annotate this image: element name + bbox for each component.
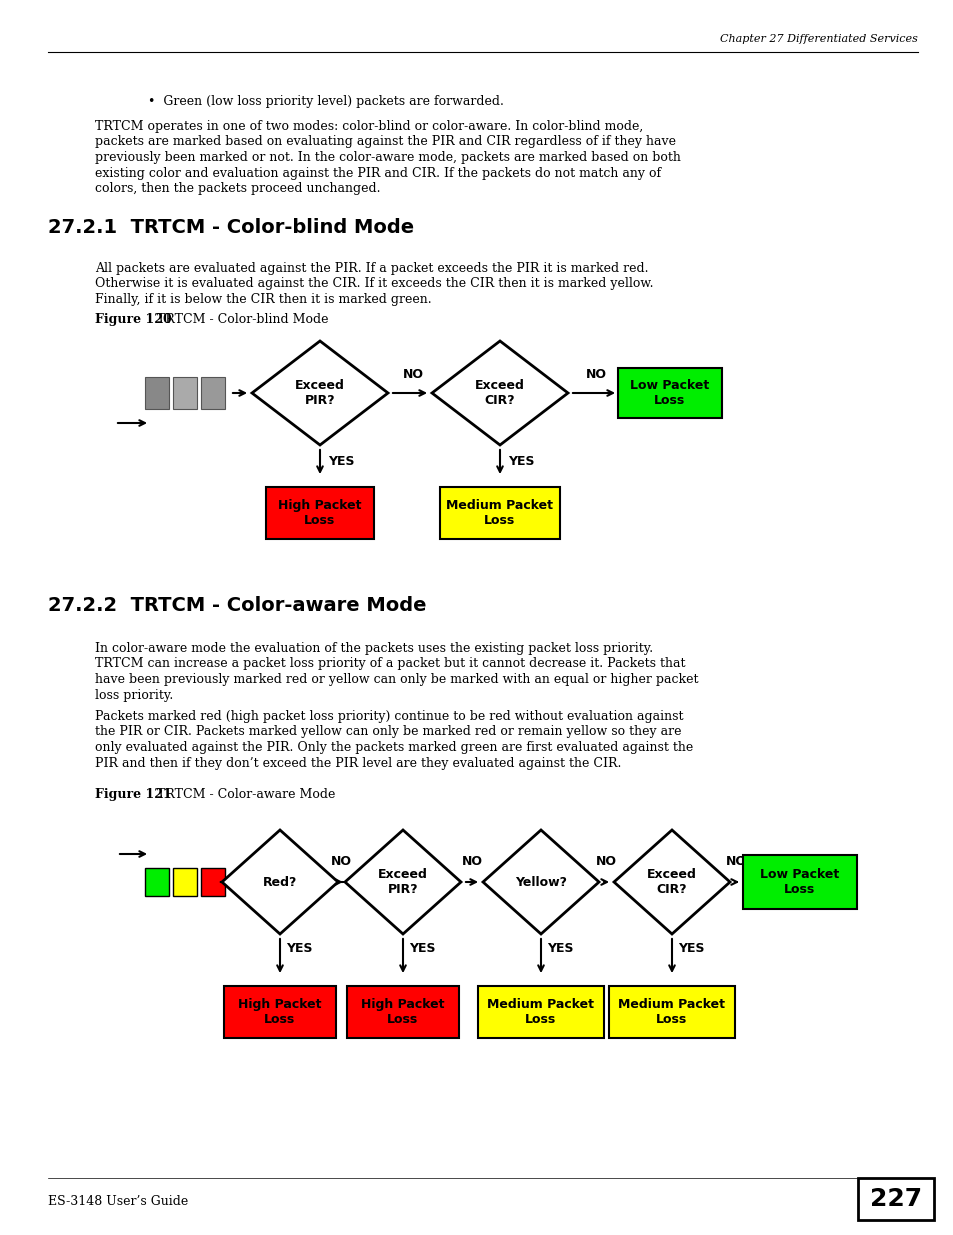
Text: Exceed
PIR?: Exceed PIR? — [294, 379, 345, 408]
FancyBboxPatch shape — [439, 487, 559, 538]
Text: Medium Packet
Loss: Medium Packet Loss — [618, 998, 724, 1026]
Text: Low Packet
Loss: Low Packet Loss — [760, 868, 839, 897]
Text: YES: YES — [409, 942, 435, 955]
Text: All packets are evaluated against the PIR. If a packet exceeds the PIR it is mar: All packets are evaluated against the PI… — [95, 262, 648, 275]
Text: Yellow?: Yellow? — [515, 876, 566, 888]
Text: Figure 121: Figure 121 — [95, 788, 172, 802]
FancyBboxPatch shape — [618, 368, 721, 417]
Text: NO: NO — [331, 855, 352, 868]
Polygon shape — [482, 830, 598, 934]
Text: YES: YES — [546, 942, 573, 955]
FancyBboxPatch shape — [201, 868, 225, 897]
Polygon shape — [222, 830, 337, 934]
Text: Exceed
CIR?: Exceed CIR? — [475, 379, 524, 408]
FancyBboxPatch shape — [347, 986, 458, 1037]
FancyBboxPatch shape — [742, 855, 856, 909]
FancyBboxPatch shape — [477, 986, 603, 1037]
Text: Figure 120: Figure 120 — [95, 312, 172, 326]
Text: High Packet
Loss: High Packet Loss — [361, 998, 444, 1026]
Text: NO: NO — [585, 368, 606, 382]
Text: Low Packet
Loss: Low Packet Loss — [630, 379, 709, 408]
Text: YES: YES — [678, 942, 703, 955]
Text: Exceed
PIR?: Exceed PIR? — [377, 868, 428, 897]
Text: 227: 227 — [869, 1187, 922, 1212]
Text: NO: NO — [402, 368, 423, 382]
FancyBboxPatch shape — [172, 377, 196, 409]
Polygon shape — [345, 830, 460, 934]
Polygon shape — [432, 341, 567, 445]
FancyBboxPatch shape — [608, 986, 734, 1037]
Text: existing color and evaluation against the PIR and CIR. If the packets do not mat: existing color and evaluation against th… — [95, 167, 660, 179]
Text: In color-aware mode the evaluation of the packets uses the existing packet loss : In color-aware mode the evaluation of th… — [95, 642, 653, 655]
Text: Exceed
CIR?: Exceed CIR? — [646, 868, 697, 897]
Text: only evaluated against the PIR. Only the packets marked green are first evaluate: only evaluated against the PIR. Only the… — [95, 741, 693, 755]
Text: packets are marked based on evaluating against the PIR and CIR regardless of if : packets are marked based on evaluating a… — [95, 136, 676, 148]
Text: 27.2.1  TRTCM - Color-blind Mode: 27.2.1 TRTCM - Color-blind Mode — [48, 219, 414, 237]
Text: Medium Packet
Loss: Medium Packet Loss — [487, 998, 594, 1026]
Text: NO: NO — [724, 855, 745, 868]
FancyBboxPatch shape — [145, 377, 169, 409]
FancyBboxPatch shape — [857, 1178, 933, 1220]
Text: NO: NO — [596, 855, 617, 868]
Text: YES: YES — [328, 454, 355, 468]
Text: Finally, if it is below the CIR then it is marked green.: Finally, if it is below the CIR then it … — [95, 293, 431, 306]
FancyBboxPatch shape — [201, 377, 225, 409]
Text: colors, then the packets proceed unchanged.: colors, then the packets proceed unchang… — [95, 182, 380, 195]
Text: Chapter 27 Differentiated Services: Chapter 27 Differentiated Services — [720, 35, 917, 44]
Text: Red?: Red? — [262, 876, 297, 888]
Polygon shape — [252, 341, 388, 445]
Text: High Packet
Loss: High Packet Loss — [238, 998, 321, 1026]
Text: Medium Packet
Loss: Medium Packet Loss — [446, 499, 553, 527]
Text: 27.2.2  TRTCM - Color-aware Mode: 27.2.2 TRTCM - Color-aware Mode — [48, 597, 426, 615]
Text: YES: YES — [286, 942, 313, 955]
Text: PIR and then if they don’t exceed the PIR level are they evaluated against the C: PIR and then if they don’t exceed the PI… — [95, 757, 620, 769]
Text: have been previously marked red or yellow can only be marked with an equal or hi: have been previously marked red or yello… — [95, 673, 698, 685]
Text: previously been marked or not. In the color-aware mode, packets are marked based: previously been marked or not. In the co… — [95, 151, 680, 164]
FancyBboxPatch shape — [224, 986, 335, 1037]
Text: NO: NO — [461, 855, 482, 868]
Text: the PIR or CIR. Packets marked yellow can only be marked red or remain yellow so: the PIR or CIR. Packets marked yellow ca… — [95, 725, 680, 739]
FancyBboxPatch shape — [145, 868, 169, 897]
Text: Otherwise it is evaluated against the CIR. If it exceeds the CIR then it is mark: Otherwise it is evaluated against the CI… — [95, 278, 653, 290]
Text: TRTCM - Color-blind Mode: TRTCM - Color-blind Mode — [145, 312, 328, 326]
Text: loss priority.: loss priority. — [95, 688, 173, 701]
FancyBboxPatch shape — [266, 487, 374, 538]
Polygon shape — [614, 830, 729, 934]
Text: TRTCM operates in one of two modes: color-blind or color-aware. In color-blind m: TRTCM operates in one of two modes: colo… — [95, 120, 642, 133]
Text: High Packet
Loss: High Packet Loss — [278, 499, 361, 527]
Text: •  Green (low loss priority level) packets are forwarded.: • Green (low loss priority level) packet… — [148, 95, 503, 107]
Text: TRTCM can increase a packet loss priority of a packet but it cannot decrease it.: TRTCM can increase a packet loss priorit… — [95, 657, 685, 671]
FancyBboxPatch shape — [172, 868, 196, 897]
Text: TRTCM - Color-aware Mode: TRTCM - Color-aware Mode — [145, 788, 335, 802]
Text: Packets marked red (high packet loss priority) continue to be red without evalua: Packets marked red (high packet loss pri… — [95, 710, 682, 722]
Text: ES-3148 User’s Guide: ES-3148 User’s Guide — [48, 1195, 188, 1208]
Text: YES: YES — [507, 454, 534, 468]
